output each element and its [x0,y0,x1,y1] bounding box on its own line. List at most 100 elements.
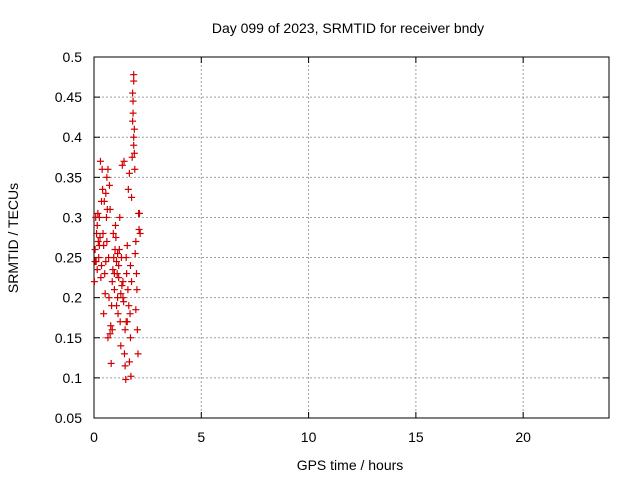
data-point [130,141,138,149]
data-point [132,306,140,314]
y-tick-label: 0.1 [63,370,83,386]
chart-title: Day 099 of 2023, SRMTID for receiver bnd… [212,20,484,36]
data-point [132,238,140,246]
data-point [93,221,101,229]
data-point [131,250,139,258]
data-point [135,225,143,233]
data-point [128,153,136,161]
x-tick-label: 0 [90,429,98,445]
data-point [110,254,118,262]
data-point [91,258,99,266]
data-point [133,286,141,294]
data-point [119,294,127,302]
data-point [110,270,118,278]
plot-frame [93,56,610,419]
data-point [129,117,137,125]
data-point [111,221,119,229]
data-point [120,298,128,306]
data-point [108,278,116,286]
tick-labels: 0 5 10 15 20 0.05 0.1 0.15 0.2 0.25 0.3 0.35 0.4 0.45… [55,49,531,445]
y-tick-label: 0.3 [63,209,83,225]
data-point [106,205,114,213]
data-point [90,278,98,286]
data-point [95,213,103,221]
data-point [109,266,117,274]
data-point [130,77,138,85]
y-tick-label: 0.2 [63,290,83,306]
data-point [134,350,142,358]
grid-lines [94,57,609,418]
data-point [109,229,117,237]
y-axis-label: SRMTID / TECUs [5,183,21,293]
data-point [103,173,111,181]
data-point [113,302,121,310]
data-point [121,326,129,334]
data-point [96,157,104,165]
data-point [125,169,133,177]
data-point [112,234,120,241]
data-point [128,278,136,286]
data-point [125,302,133,310]
data-point [104,334,112,342]
data-point [132,270,140,278]
data-point [117,342,125,350]
data-point [124,185,132,193]
data-point [97,274,105,282]
x-tick-label: 15 [408,429,424,445]
axis-ticks [93,56,609,419]
y-tick-label: 0.35 [55,169,82,185]
data-point [133,326,141,334]
data-point [99,185,107,193]
data-point [91,246,99,254]
data-point [130,149,138,157]
x-tick-label: 5 [197,429,205,445]
data-point [114,250,122,258]
data-points [90,71,144,383]
data-point [105,181,113,189]
y-tick-label: 0.45 [55,89,82,105]
data-point [117,290,125,298]
data-point [94,209,102,217]
data-point [131,165,139,173]
data-point [120,350,128,358]
data-point [128,193,136,201]
x-tick-label: 10 [301,429,317,445]
data-point [126,334,134,342]
y-tick-label: 0.05 [55,410,82,426]
data-point [102,213,110,221]
data-point [99,229,107,237]
data-point [122,375,130,383]
data-point [126,310,134,318]
data-point [130,71,138,79]
data-point [106,330,114,338]
data-point [123,242,131,250]
data-point [102,258,110,266]
data-point [121,362,129,370]
data-point [93,266,101,274]
data-point [95,254,103,262]
data-point [104,165,112,173]
data-point [115,262,123,270]
data-point [100,310,108,318]
data-point [113,258,121,266]
data-point [135,209,143,217]
data-point [129,109,137,117]
data-point [136,229,144,237]
y-tick-label: 0.15 [55,330,82,346]
x-axis-label: GPS time / hours [297,457,404,473]
data-point [123,270,131,278]
data-point [101,270,109,278]
data-point [96,234,104,241]
x-tick-label: 20 [515,429,531,445]
data-point [107,322,115,330]
data-point [93,229,101,237]
data-point [126,262,134,270]
data-point [116,213,124,221]
data-point [94,238,102,246]
data-point [130,125,138,133]
data-point [116,318,124,326]
data-point [127,372,135,380]
data-point [118,161,126,169]
data-point [114,310,122,318]
